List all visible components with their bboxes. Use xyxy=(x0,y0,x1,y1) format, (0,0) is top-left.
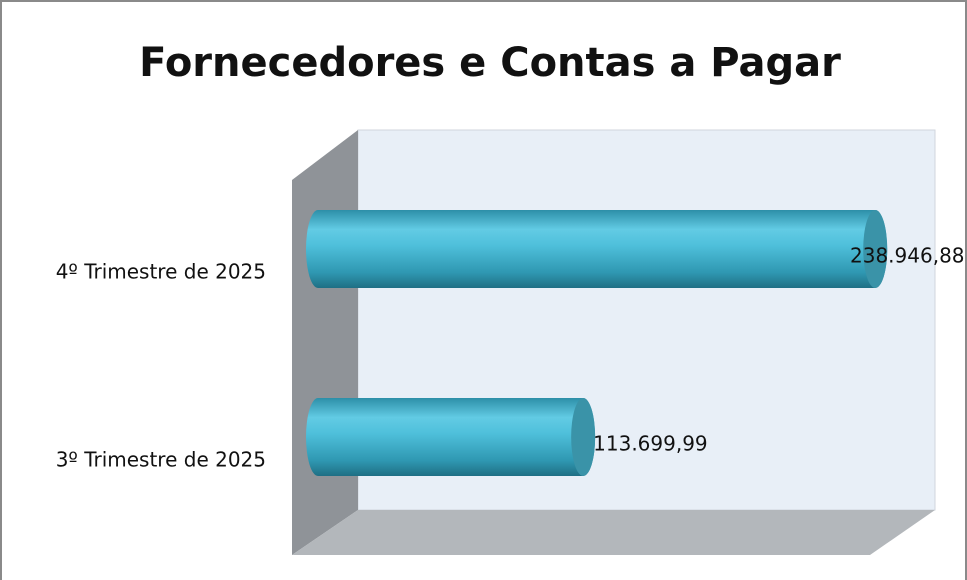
side-wall xyxy=(292,130,358,555)
value-label: 113.699,99 xyxy=(593,432,708,456)
value-label: 238.946,88 xyxy=(850,244,965,268)
chart-title: Fornecedores e Contas a Pagar xyxy=(139,40,841,86)
y-tick-label: 3º Trimestre de 2025 xyxy=(56,448,266,472)
bar xyxy=(306,398,596,476)
y-tick-label: 4º Trimestre de 2025 xyxy=(56,260,266,284)
bar-cap xyxy=(863,210,888,288)
floor xyxy=(292,510,935,555)
bar xyxy=(306,210,888,288)
bar-cap xyxy=(571,398,596,476)
